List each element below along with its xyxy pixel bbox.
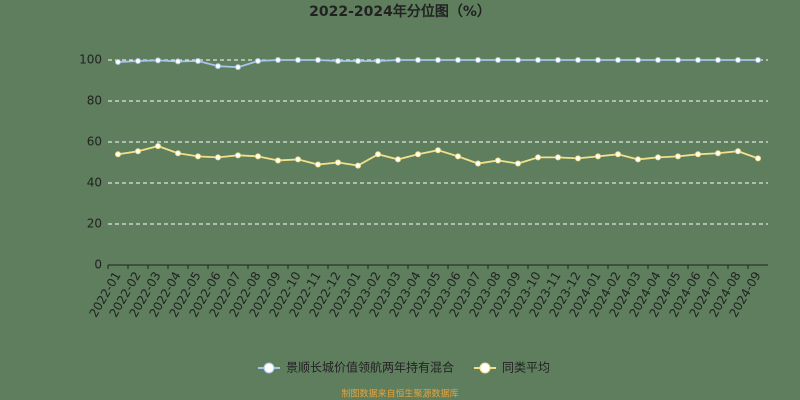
point: [135, 148, 141, 155]
y-tick-label: 20: [87, 217, 102, 231]
point: [235, 64, 241, 71]
point: [335, 159, 341, 166]
y-tick-label: 100: [79, 53, 102, 67]
chart-title: 2022-2024年分位图（%）: [309, 3, 491, 20]
point: [215, 154, 221, 161]
point: [635, 57, 641, 63]
point: [115, 151, 121, 158]
point: [495, 157, 501, 164]
point: [555, 57, 561, 63]
point: [295, 57, 301, 63]
point: [455, 57, 461, 63]
point: [535, 57, 541, 63]
point: [275, 57, 281, 63]
point: [735, 57, 741, 63]
point: [155, 57, 161, 64]
point: [655, 154, 661, 161]
point: [175, 58, 181, 65]
point: [495, 57, 501, 63]
point: [395, 57, 401, 63]
point: [515, 160, 521, 167]
point: [595, 57, 601, 63]
legend-label: 同类平均: [502, 361, 550, 375]
point: [655, 57, 661, 63]
point: [555, 154, 561, 161]
y-tick-label: 60: [87, 135, 102, 149]
point: [395, 156, 401, 163]
point: [315, 161, 321, 168]
point: [535, 154, 541, 161]
point: [475, 57, 481, 63]
point: [695, 57, 701, 63]
legend-marker: [263, 362, 275, 374]
point: [615, 151, 621, 158]
point: [435, 147, 441, 154]
point: [175, 150, 181, 157]
legend-marker: [479, 362, 491, 374]
point: [675, 153, 681, 160]
point: [435, 57, 441, 63]
point: [675, 57, 681, 63]
point: [415, 151, 421, 158]
y-tick-label: 80: [87, 94, 102, 108]
point: [595, 153, 601, 160]
point: [375, 151, 381, 158]
point: [755, 155, 761, 162]
point: [215, 63, 221, 70]
point: [155, 143, 161, 150]
point: [255, 58, 261, 65]
point: [235, 152, 241, 159]
point: [755, 57, 761, 63]
point: [275, 157, 281, 164]
y-tick-label: 0: [94, 258, 102, 272]
point: [575, 57, 581, 63]
point: [635, 156, 641, 163]
point: [255, 153, 261, 160]
point: [315, 57, 321, 63]
point: [715, 57, 721, 63]
point: [615, 57, 621, 63]
point: [375, 58, 381, 65]
point: [195, 153, 201, 160]
point: [575, 155, 581, 162]
point: [355, 58, 361, 65]
legend-label: 景顺长城价值领航两年持有混合: [286, 360, 454, 375]
point: [415, 57, 421, 63]
point: [455, 153, 461, 160]
point: [515, 57, 521, 63]
y-tick-label: 40: [87, 176, 102, 190]
point: [735, 148, 741, 155]
point: [195, 58, 201, 65]
source: 制图数据来自恒生聚源数据库: [341, 388, 458, 400]
point: [355, 162, 361, 169]
point: [715, 150, 721, 157]
point: [335, 58, 341, 65]
point: [295, 156, 301, 163]
point: [115, 59, 121, 66]
point: [475, 160, 481, 167]
point: [695, 151, 701, 158]
point: [135, 58, 141, 65]
